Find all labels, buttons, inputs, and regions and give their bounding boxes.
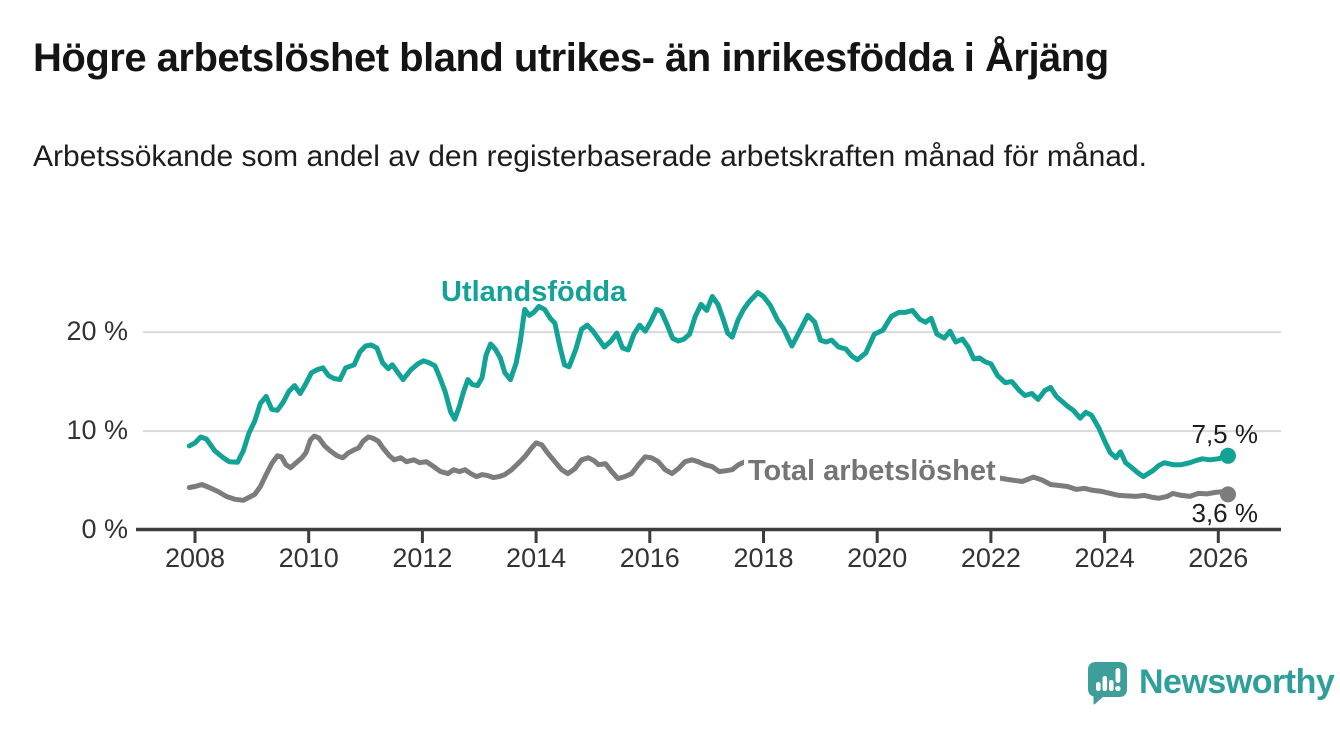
x-axis-label: 2026 (1188, 543, 1249, 573)
end-value-label-total: 3,6 % (1191, 498, 1259, 528)
end-value-label-utlandsfodda: 7,5 % (1191, 419, 1259, 449)
x-axis-label: 2016 (619, 543, 680, 573)
y-axis-label: 20 % (66, 316, 128, 347)
x-axis-label: 2018 (733, 543, 794, 573)
series-label-total-arbetsloshet: Total arbetslöshet (744, 455, 1000, 490)
series-label-utlandsfodda: Utlandsfödda (441, 276, 627, 308)
x-axis-label: 2022 (960, 543, 1021, 573)
newsworthy-logo: Newsworthy (1087, 661, 1335, 707)
x-axis-label: 2008 (164, 543, 226, 573)
x-axis-label: 2024 (1074, 543, 1135, 573)
series-end-dot (1220, 486, 1236, 503)
page-title: Högre arbetslöshet bland utrikes- än inr… (33, 36, 1109, 80)
x-axis-label: 2020 (847, 543, 908, 573)
series-line (186, 290, 1231, 480)
chart-subtitle: Arbetssökande som andel av den registerb… (33, 140, 1147, 173)
y-axis-label: 0 % (81, 514, 128, 544)
y-axis-label: 10 % (66, 415, 128, 446)
x-axis-label: 2012 (392, 543, 453, 573)
x-axis-label: 2010 (278, 543, 339, 573)
series-line (186, 433, 1231, 503)
x-axis-label: 2014 (506, 543, 567, 573)
newsworthy-logo-icon (1088, 662, 1127, 705)
series-end-dot (1220, 447, 1236, 464)
newsworthy-logo-text: Newsworthy (1139, 662, 1335, 701)
